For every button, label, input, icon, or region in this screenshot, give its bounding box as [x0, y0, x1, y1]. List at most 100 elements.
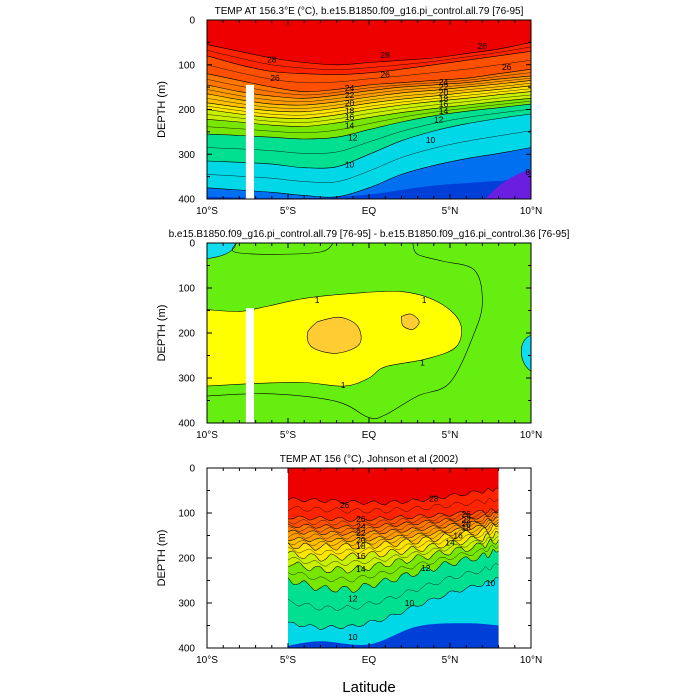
contour-label: 10 — [426, 135, 436, 145]
contour-label: 12 — [434, 114, 444, 124]
contour-label: 12 — [348, 133, 358, 143]
isotherm-line-20 — [206, 80, 532, 106]
odd-isotherm-line — [288, 563, 499, 611]
isotherm-line-22 — [206, 75, 532, 99]
y-tick-label: 0 — [189, 464, 195, 475]
missing-data-column — [245, 308, 254, 423]
isotherm-line-24 — [206, 68, 532, 92]
odd-isotherm-line — [206, 72, 532, 96]
x-tick-label: 5°N — [442, 655, 459, 666]
contour-label: 20 — [439, 87, 449, 97]
odd-isotherm-line — [206, 94, 532, 123]
odd-isotherm-line — [206, 60, 532, 84]
contour-label: 26 — [380, 70, 390, 80]
contour-label: 14 — [356, 564, 366, 574]
isotherm-line-22 — [288, 516, 499, 536]
plus-two-blob — [401, 313, 420, 330]
odd-isotherm-line — [288, 523, 499, 547]
y-axis-label: DEPTH (m) — [156, 530, 168, 587]
isotherm-line-20 — [288, 521, 499, 543]
isotherm-line-16 — [288, 530, 499, 562]
isotherm-line-12 — [288, 549, 499, 593]
x-tick-label: 5°S — [280, 655, 297, 666]
x-tick-label: EQ — [362, 655, 377, 666]
x-tick-label: 10°S — [196, 430, 218, 441]
isotherm-line-18 — [206, 85, 532, 113]
contour-label: 8 — [525, 167, 530, 177]
y-axis-label: DEPTH (m) — [156, 81, 168, 138]
x-tick-label: 5°S — [280, 430, 297, 441]
odd-isotherm-line — [288, 528, 499, 556]
contour-label: 1 — [341, 380, 346, 390]
x-tick-label: 10°N — [520, 430, 542, 441]
contour-label: 14 — [439, 106, 449, 116]
odd-isotherm-line — [206, 130, 532, 183]
y-tick-label: 400 — [178, 195, 195, 206]
x-tick-label: 10°N — [520, 655, 542, 666]
contour-label: 10 — [348, 632, 358, 642]
contour-label: 10 — [345, 160, 355, 170]
contour-label: 22 — [439, 82, 449, 92]
y-tick-label: 100 — [178, 509, 195, 520]
middle-panel-temperature-difference: 1 1 1 1 10°S 5°S EQ 5°N 10°N 0 100 200 300 400 DEPTH (… — [156, 229, 570, 441]
contour-label: 20 — [461, 518, 471, 528]
contour-label: 22 — [345, 90, 355, 100]
contour-label: 10 — [486, 578, 496, 588]
isotherm-line-8 — [206, 147, 532, 198]
contour-label: 20 — [345, 98, 355, 108]
contour-label: 24 — [345, 83, 355, 93]
panel-title: TEMP AT 156.3°E (°C), b.e15.B1850.f09_g1… — [215, 6, 524, 17]
contour-label: 16 — [439, 99, 449, 109]
x-tick-label: 5°N — [442, 206, 459, 217]
contour-label: 12 — [421, 563, 431, 573]
x-tick-label: 5°S — [280, 206, 297, 217]
x-tick-label: 10°N — [520, 206, 542, 217]
contour-label: 18 — [461, 522, 471, 532]
x-tick-label: EQ — [362, 430, 377, 441]
odd-isotherm-line — [206, 82, 532, 109]
contour-label: 14 — [345, 121, 355, 131]
y-tick-label: 300 — [178, 374, 195, 385]
isotherm-line-14 — [288, 539, 499, 574]
odd-isotherm-line — [288, 536, 499, 567]
contour-label: 26 — [461, 509, 471, 519]
contour-label: 26 — [478, 41, 488, 51]
y-tick-label: 200 — [178, 105, 195, 116]
odd-isotherm-line — [288, 498, 499, 514]
contour-label: 26 — [340, 500, 350, 510]
contour-label: 26 — [270, 73, 280, 83]
contour-label: 24 — [356, 522, 366, 532]
isotherm-line-26 — [206, 51, 532, 75]
y-tick-label: 300 — [178, 150, 195, 161]
missing-data-column — [245, 84, 254, 199]
contour-label: 22 — [461, 515, 471, 525]
contour-label: 1 — [420, 357, 425, 367]
odd-isotherm-line — [288, 519, 499, 540]
observed-field — [288, 468, 499, 648]
contour-label: 16 — [356, 551, 366, 561]
y-tick-label: 200 — [178, 329, 195, 340]
x-tick-label: 5°N — [442, 430, 459, 441]
y-tick-label: 0 — [189, 16, 195, 27]
contour-label: 28 — [380, 50, 390, 60]
y-tick-label: 100 — [178, 284, 195, 295]
zero-contour — [231, 242, 334, 255]
contour-label: 18 — [439, 93, 449, 103]
contour-label: 28 — [267, 54, 277, 64]
isotherm-line-28 — [288, 487, 499, 506]
y-axis-label: DEPTH (m) — [156, 305, 168, 362]
y-tick-label: 400 — [178, 644, 195, 655]
contour-label: 26 — [502, 62, 512, 72]
panel-title: TEMP AT 156 (°C), Johnson et al (2002) — [280, 454, 459, 465]
isotherm-line-24 — [288, 512, 499, 530]
isotherm-line-10 — [288, 577, 499, 630]
isotherm-line-18 — [288, 524, 499, 551]
deep-band — [288, 623, 499, 648]
contour-label: 14 — [445, 537, 455, 547]
contour-label: 16 — [453, 531, 463, 541]
odd-isotherm-line — [288, 509, 499, 527]
odd-isotherm-line — [288, 513, 499, 533]
contour-label: 10 — [405, 598, 415, 608]
